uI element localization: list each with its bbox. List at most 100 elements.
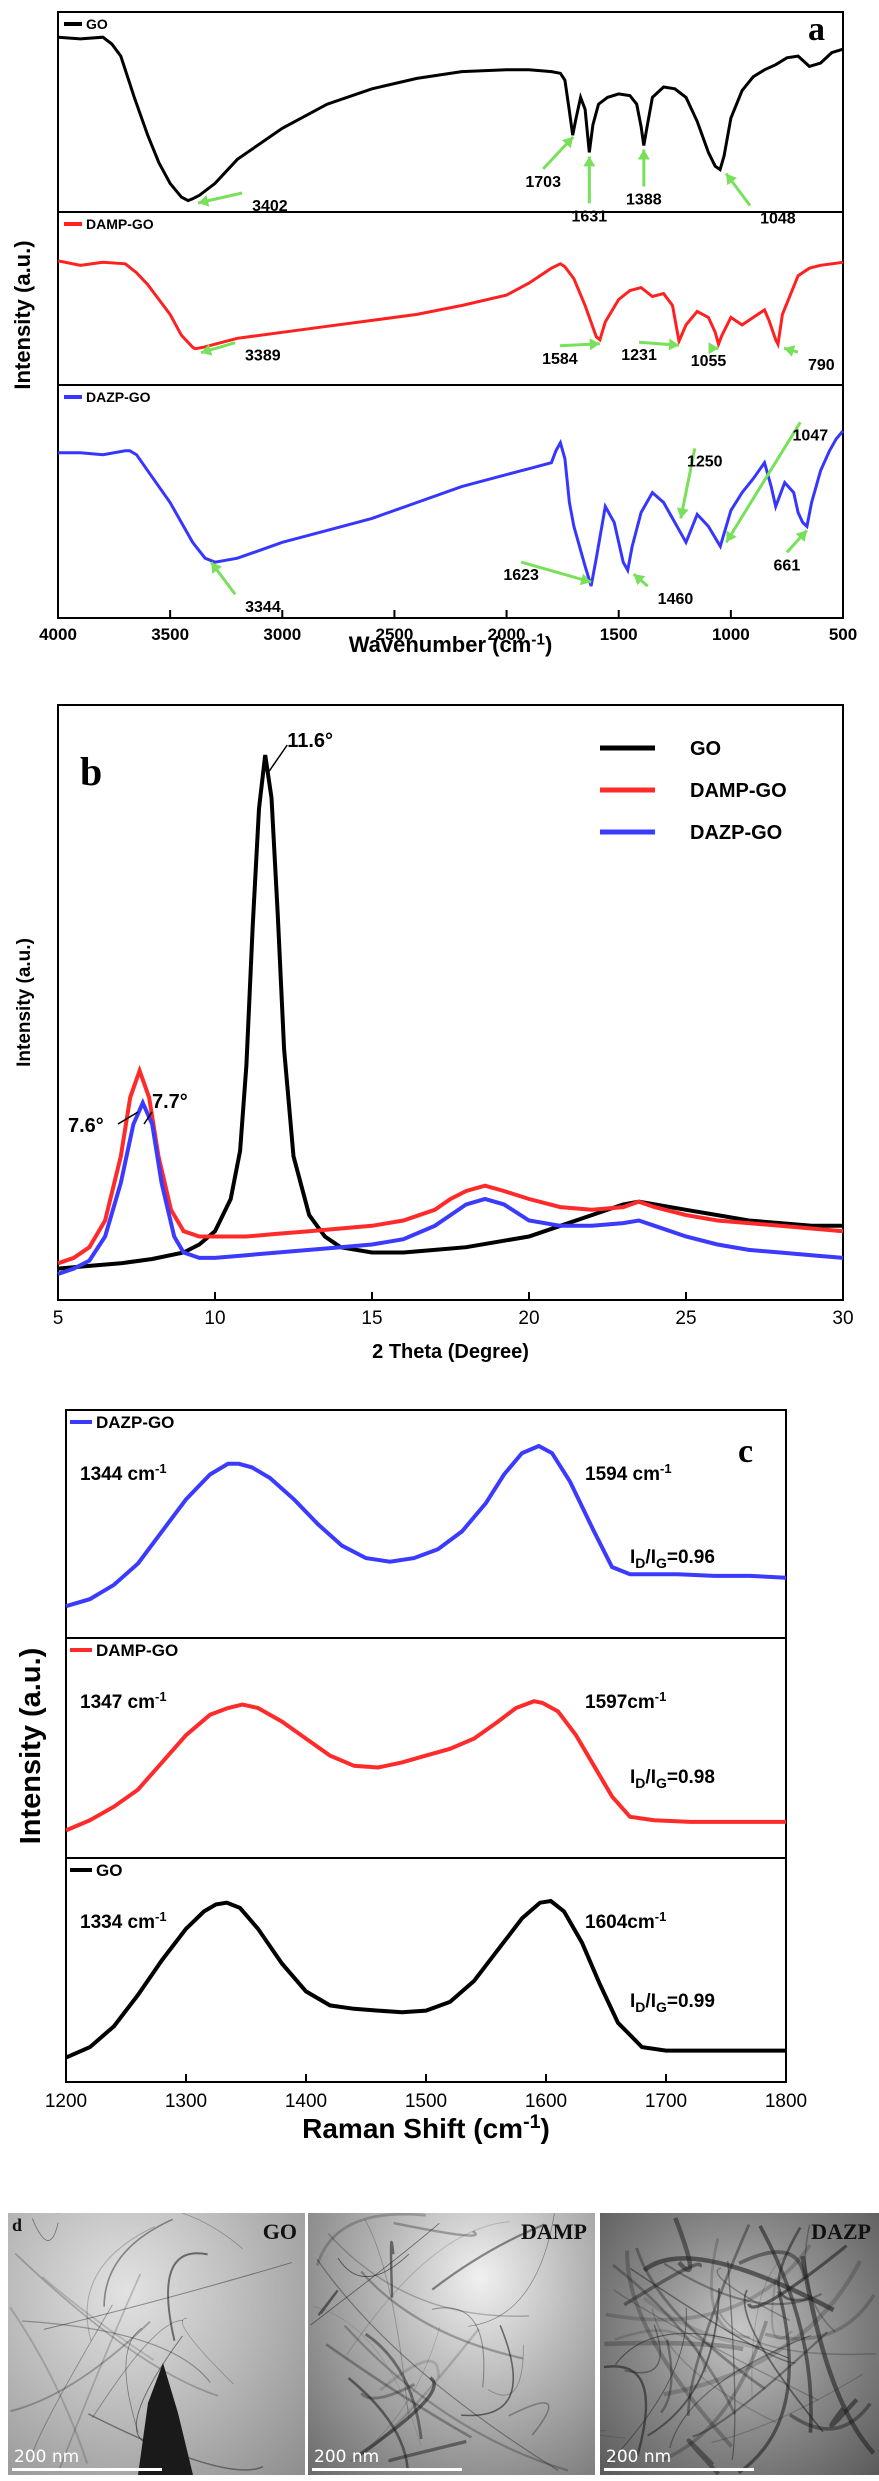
peak-arrow-head xyxy=(783,345,796,357)
graphene-fold xyxy=(315,2213,426,2266)
x-tick-label: 2000 xyxy=(488,625,526,644)
scale-bar xyxy=(12,2468,162,2471)
graphene-fold xyxy=(43,2262,292,2330)
graphene-fold xyxy=(758,2225,813,2433)
x-tick-label: 20 xyxy=(518,1308,539,1329)
peak-arrow-head xyxy=(726,173,737,186)
graphene-fold xyxy=(651,2308,777,2424)
x-tick-label: 1500 xyxy=(600,625,638,644)
graphene-fold xyxy=(800,2255,876,2455)
graphene-fold xyxy=(9,2306,89,2464)
x-tick-label: 1000 xyxy=(712,625,750,644)
graphene-fold xyxy=(359,2376,436,2456)
graphene-fold xyxy=(388,2439,467,2463)
graphene-fold xyxy=(431,2307,485,2388)
graphene-fold xyxy=(325,2343,473,2439)
x-tick-label: 1800 xyxy=(765,2091,807,2112)
graphene-fold xyxy=(716,2267,790,2322)
graphene-fold xyxy=(364,2219,410,2419)
graphene-fold xyxy=(615,2332,790,2365)
graphene-fold xyxy=(673,2217,693,2273)
graphene-fold xyxy=(692,2331,828,2438)
graphene-fold xyxy=(86,2226,155,2342)
tem-texture xyxy=(310,2213,569,2472)
graphene-fold xyxy=(642,2296,761,2350)
graphene-fold xyxy=(647,2288,720,2437)
x-tick-label: 3500 xyxy=(151,625,189,644)
x-tick-label: 10 xyxy=(204,1308,225,1329)
peak-arrow-head xyxy=(726,530,737,543)
peak-arrow-head xyxy=(589,338,600,351)
x-tick-label: 1300 xyxy=(165,2091,207,2112)
graphene-fold xyxy=(92,2320,184,2418)
x-tick-label: 1700 xyxy=(645,2091,687,2112)
legend-label-go: GO xyxy=(86,16,108,32)
scale-bar-label: 200 nm xyxy=(606,2447,672,2467)
graphene-fold xyxy=(625,2250,734,2448)
graphene-fold xyxy=(710,2238,750,2339)
legend-label-go: GO xyxy=(690,738,721,760)
graphene-fold xyxy=(316,2259,559,2471)
x-tick-label: 1500 xyxy=(405,2091,447,2112)
x-tick-label: 1600 xyxy=(525,2091,567,2112)
graphene-fold xyxy=(346,2221,510,2356)
peak-label: 3344 xyxy=(245,599,281,616)
legend-label-damp-go: DAMP-GO xyxy=(96,1641,178,1660)
graphene-fold xyxy=(600,2429,626,2439)
graphene-fold xyxy=(370,2327,440,2446)
scale-bar-label: 200 nm xyxy=(14,2447,80,2467)
graphene-fold xyxy=(660,2339,673,2414)
graphene-fold xyxy=(337,2253,410,2278)
raman-peak-label: 1604cm-1 xyxy=(585,1909,666,1933)
graphene-fold xyxy=(727,2260,736,2461)
graphene-fold xyxy=(604,2340,744,2352)
peak-label: 7.7° xyxy=(152,1091,188,1113)
graphene-fold xyxy=(635,2247,766,2391)
graphene-fold xyxy=(751,2251,791,2399)
peak-arrow xyxy=(725,421,802,544)
peak-label: 1703 xyxy=(525,174,561,191)
peak-arrow-head xyxy=(579,573,592,586)
x-tick-label: 25 xyxy=(675,1308,696,1329)
raman-line-go xyxy=(65,1898,786,2060)
dark-region xyxy=(138,2363,193,2475)
graphene-fold xyxy=(743,2289,824,2433)
graphene-fold xyxy=(461,2324,514,2417)
peak-arrow xyxy=(520,560,592,584)
graphene-fold xyxy=(56,2213,244,2250)
raman-line-damp-go xyxy=(65,1699,786,1833)
graphene-fold xyxy=(686,2224,751,2416)
graphene-fold xyxy=(182,2317,234,2385)
graphene-fold xyxy=(347,2377,409,2469)
x-tick-label: 500 xyxy=(829,625,857,644)
legend-label-go: GO xyxy=(96,1861,122,1880)
graphene-fold xyxy=(22,2320,211,2383)
graphene-fold xyxy=(389,2240,395,2298)
ftir-line-dazp-go xyxy=(58,429,845,587)
xrd-line-damp-go xyxy=(57,1064,844,1266)
ftir-line-damp-go xyxy=(57,259,844,351)
x-axis-label: 2 Theta (Degree) xyxy=(372,1341,529,1363)
legend-label-damp-go: DAMP-GO xyxy=(86,216,154,232)
peak-label: 1460 xyxy=(658,591,694,608)
peak-label: 1631 xyxy=(572,208,608,225)
peak-arrow-head xyxy=(201,344,213,356)
peak-arrow-head xyxy=(676,507,689,519)
y-axis-label: Intensity (a.u.) xyxy=(15,1648,47,1845)
graphene-fold xyxy=(764,2294,876,2341)
peak-arrow-head xyxy=(633,574,646,586)
peak-label: 1048 xyxy=(760,211,796,228)
panel-letter-a: a xyxy=(808,11,825,48)
tem-image-dazp: DAZP 200 nm xyxy=(600,2213,879,2475)
x-tick-label: 2500 xyxy=(376,625,414,644)
graphene-fold xyxy=(711,2373,864,2444)
panel-letter-b: b xyxy=(80,749,102,794)
peak-label: 790 xyxy=(808,357,835,374)
raman-line-dazp-go xyxy=(65,1443,787,1609)
graphene-fold xyxy=(10,2320,151,2413)
graphene-fold xyxy=(360,2270,524,2360)
x-tick-label: 1200 xyxy=(45,2091,87,2112)
graphene-fold xyxy=(777,2226,809,2302)
graphene-fold xyxy=(31,2218,59,2241)
intensity-ratio-label: ID/IG=0.96 xyxy=(630,1547,715,1571)
